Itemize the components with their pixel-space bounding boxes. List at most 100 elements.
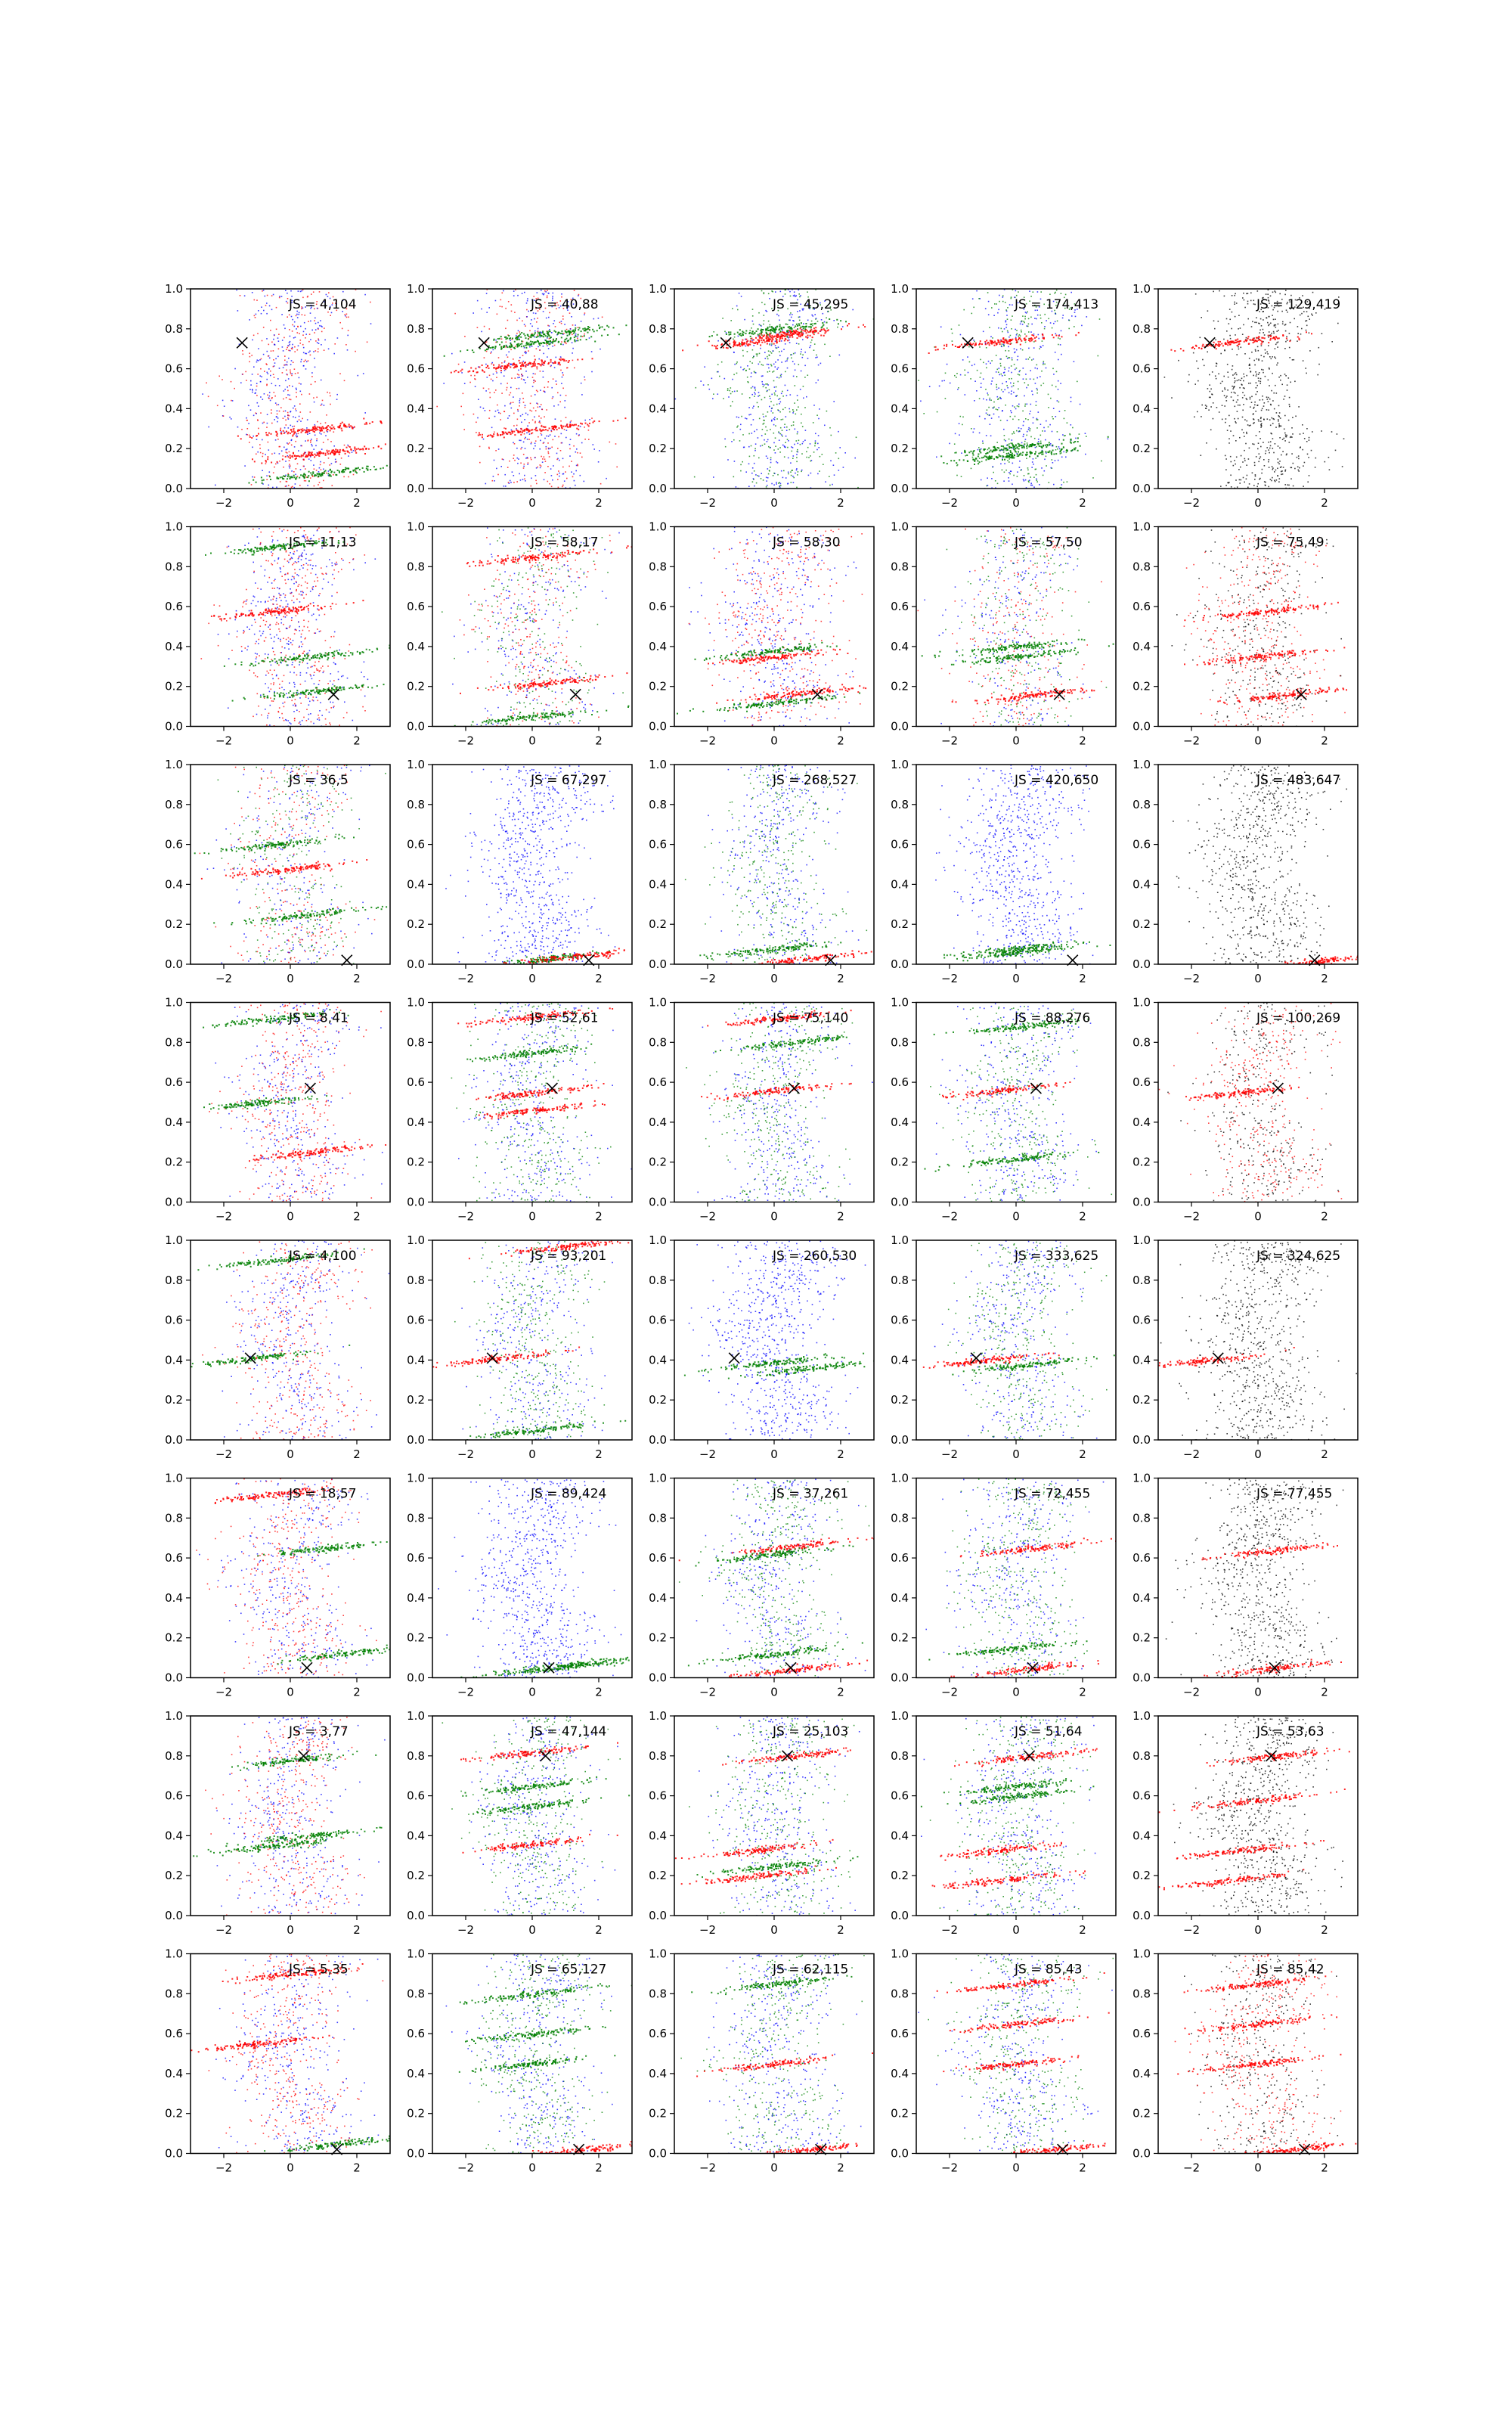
x-tick-label: 0 <box>528 2161 536 2175</box>
y-tick-label: 0.8 <box>649 1749 667 1763</box>
y-tick-label: 0.2 <box>165 1631 183 1645</box>
y-tick-label: 0.6 <box>649 1314 667 1327</box>
y-tick-label: 0.0 <box>649 482 667 495</box>
x-tick-label: 2 <box>353 972 361 985</box>
y-tick-label: 0.4 <box>407 640 425 653</box>
y-tick-label: 0.0 <box>891 2147 909 2161</box>
scatter-panel: −2 0 2 0.0 0.2 0.4 0.6 0.8 1.0 JS = 18,57 <box>165 1472 391 1699</box>
scatter-panel: −2 0 2 0.0 0.2 0.4 0.6 0.8 1.0 JS = 260,530 <box>649 1233 875 1461</box>
y-tick-label: 0.8 <box>1132 1511 1151 1525</box>
y-tick-label: 0.4 <box>891 1115 909 1129</box>
x-tick-label: 0 <box>1012 496 1020 510</box>
js-score-label: JS = 85,42 <box>1256 1962 1325 1978</box>
x-tick-label: 2 <box>595 1447 603 1461</box>
y-tick-label: 0.4 <box>649 1829 667 1842</box>
scatter-points <box>191 1953 390 2154</box>
x-tick-label: 0 <box>1012 1447 1020 1461</box>
axes-frame <box>432 288 633 489</box>
y-tick-label: 0.6 <box>891 1551 909 1565</box>
js-score-label: JS = 420,650 <box>1014 773 1098 788</box>
y-tick-label: 0.6 <box>1132 600 1151 613</box>
y-tick-label: 0.0 <box>407 2147 425 2161</box>
target-x-marker <box>244 1352 256 1364</box>
axes-frame <box>432 1953 633 2155</box>
y-tick-label: 0.0 <box>1132 1909 1151 1922</box>
scatter-points <box>674 289 874 489</box>
y-tick-label: 0.2 <box>649 1393 667 1407</box>
x-tick-label: −2 <box>215 734 232 748</box>
js-score-label: JS = 5,35 <box>288 1962 349 1978</box>
scatter-points <box>1165 1478 1344 1678</box>
scatter-panel: −2 0 2 0.0 0.2 0.4 0.6 0.8 1.0 JS = 57,50 <box>891 520 1117 748</box>
x-tick-label: −2 <box>215 1210 232 1224</box>
js-score-label: JS = 72,455 <box>1014 1487 1090 1502</box>
y-tick-label: 0.6 <box>407 362 425 376</box>
x-tick-label: 0 <box>770 1923 778 1937</box>
scatter-points <box>1158 1002 1343 1202</box>
js-score-label: JS = 483,647 <box>1256 773 1340 788</box>
y-tick-label: 0.2 <box>1132 680 1151 693</box>
y-tick-label: 0.0 <box>891 957 909 971</box>
x-tick-label: 0 <box>528 1210 536 1224</box>
js-score-label: JS = 333,625 <box>1014 1249 1098 1264</box>
target-x-marker <box>815 2143 827 2155</box>
target-x-marker <box>788 1082 800 1094</box>
y-tick-label: 0.4 <box>891 402 909 415</box>
x-tick-label: 0 <box>1254 1686 1262 1699</box>
axes-frame <box>674 1715 875 1916</box>
x-tick-label: 2 <box>1321 1210 1328 1224</box>
scatter-points <box>917 526 1116 727</box>
x-tick-label: 2 <box>595 1210 603 1224</box>
scatter-panel: −2 0 2 0.0 0.2 0.4 0.6 0.8 1.0 JS = 483,647 <box>1132 758 1359 985</box>
scatter-points <box>202 289 390 489</box>
x-tick-label: 2 <box>837 1210 844 1224</box>
target-x-marker <box>1030 1082 1042 1094</box>
y-tick-label: 0.0 <box>891 1196 909 1209</box>
scatter-points <box>924 1003 1113 1202</box>
scatter-points <box>451 1002 632 1202</box>
x-tick-label: 0 <box>770 1686 778 1699</box>
y-tick-label: 0.2 <box>649 917 667 931</box>
y-tick-label: 0.6 <box>165 1314 183 1327</box>
y-tick-label: 0.0 <box>891 482 909 495</box>
x-tick-label: 2 <box>595 1686 603 1699</box>
scatter-points <box>1158 1716 1350 1916</box>
y-tick-label: 0.8 <box>407 1987 425 2000</box>
js-score-label: JS = 75,49 <box>1256 535 1325 551</box>
x-tick-label: −2 <box>1183 1210 1200 1224</box>
axes-frame <box>432 1239 633 1441</box>
y-tick-label: 0.8 <box>891 1987 909 2000</box>
axes-frame <box>432 1715 633 1916</box>
axes-frame <box>1157 1001 1359 1203</box>
js-score-label: JS = 11,13 <box>288 535 357 551</box>
scatter-panel: −2 0 2 0.0 0.2 0.4 0.6 0.8 1.0 JS = 58,17 <box>407 520 633 748</box>
y-tick-label: 0.8 <box>1132 1274 1151 1287</box>
scatter-points <box>442 1716 631 1916</box>
x-tick-label: 2 <box>595 1923 603 1937</box>
y-tick-label: 1.0 <box>407 1709 425 1723</box>
x-tick-label: 0 <box>1012 2161 1020 2175</box>
y-tick-label: 0.8 <box>649 1511 667 1525</box>
scatter-points <box>1158 1953 1357 2154</box>
scatter-panel: −2 0 2 0.0 0.2 0.4 0.6 0.8 1.0 JS = 75,140 <box>649 996 875 1224</box>
scatter-points <box>935 765 1111 964</box>
scatter-panel: −2 0 2 0.0 0.2 0.4 0.6 0.8 1.0 JS = 324,625 <box>1132 1233 1359 1461</box>
scatter-points <box>445 1953 632 2154</box>
scatter-points <box>684 765 874 964</box>
y-tick-label: 0.4 <box>407 1829 425 1842</box>
js-score-label: JS = 260,530 <box>772 1249 857 1264</box>
js-score-label: JS = 85,43 <box>1014 1962 1083 1978</box>
y-tick-label: 0.6 <box>407 1551 425 1565</box>
y-tick-label: 0.8 <box>1132 1035 1151 1049</box>
x-tick-label: 2 <box>353 496 361 510</box>
y-tick-label: 0.2 <box>407 1393 425 1407</box>
y-tick-label: 0.4 <box>407 1115 425 1129</box>
x-tick-label: 0 <box>1254 1923 1262 1937</box>
y-tick-label: 1.0 <box>165 282 183 296</box>
x-tick-label: −2 <box>1183 1686 1200 1699</box>
y-tick-label: 0.4 <box>407 2067 425 2080</box>
y-tick-label: 0.6 <box>891 2027 909 2040</box>
y-tick-label: 1.0 <box>407 1947 425 1961</box>
scatter-panel: −2 0 2 0.0 0.2 0.4 0.6 0.8 1.0 JS = 58,30 <box>649 520 875 748</box>
y-tick-label: 1.0 <box>165 996 183 1010</box>
